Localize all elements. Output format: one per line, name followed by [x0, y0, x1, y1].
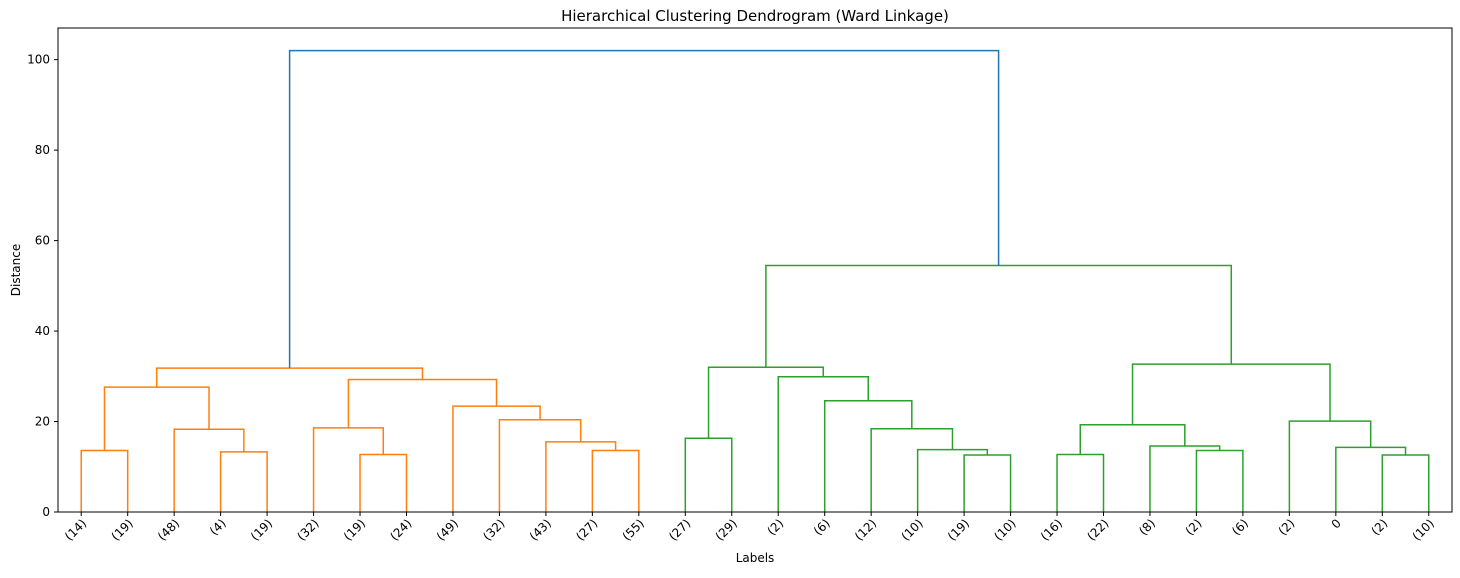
dendrogram-link	[155, 367, 424, 388]
y-tick-label: 0	[42, 505, 50, 519]
dendrogram-link	[288, 49, 1000, 369]
y-axis: 0 20 40 60 80 100	[27, 53, 58, 519]
dendrogram-link	[1335, 446, 1407, 512]
dendrogram-link	[219, 451, 268, 512]
dendrogram-link	[80, 449, 129, 512]
dendrogram-link	[173, 428, 245, 512]
y-tick-label: 100	[27, 53, 50, 67]
x-tick-label: (19)	[341, 516, 368, 543]
x-tick-label: (48)	[155, 516, 182, 543]
x-tick-label: (2)	[764, 516, 786, 538]
dendrogram-link	[963, 454, 1012, 512]
x-tick-label: (19)	[945, 516, 972, 543]
x-tick-label: (10)	[1410, 516, 1437, 543]
x-tick-label: (22)	[1084, 516, 1111, 543]
x-tick-label: (2)	[1183, 516, 1205, 538]
x-tick-label: (2)	[1369, 516, 1391, 538]
x-tick-label: (19)	[248, 516, 275, 543]
dendrogram-link	[545, 441, 617, 512]
x-tick-label: (10)	[991, 516, 1018, 543]
y-axis-label: Distance	[9, 244, 23, 296]
x-tick-label: (55)	[620, 516, 647, 543]
x-tick-label: (14)	[62, 516, 89, 543]
dendrogram-link	[1079, 423, 1186, 455]
x-tick-label: (16)	[1038, 516, 1065, 543]
dendrogram-link	[684, 437, 733, 512]
dendrogram-link	[591, 449, 640, 512]
dendrogram-link	[1381, 454, 1430, 512]
x-tick-label: 0	[1329, 516, 1344, 531]
x-tick-label: (4)	[207, 516, 229, 538]
y-tick-label: 20	[35, 415, 50, 429]
dendrogram-link	[1131, 363, 1331, 425]
dendrogram-link	[452, 405, 541, 512]
x-tick-label: (10)	[898, 516, 925, 543]
x-axis: (14) (19) (48) (4) (19) (32) (19) (24) (49) (32) (…	[62, 512, 1437, 544]
x-tick-label: (32)	[480, 516, 507, 543]
x-tick-label: (6)	[811, 516, 833, 538]
chart-title: Hierarchical Clustering Dendrogram (Ward…	[561, 7, 949, 25]
x-tick-label: (27)	[666, 516, 693, 543]
dendrogram-link	[1149, 445, 1221, 512]
x-tick-label: (24)	[387, 516, 414, 543]
x-tick-label: (19)	[108, 516, 135, 543]
dendrogram-link	[359, 453, 408, 512]
plot-frame	[57, 27, 1453, 513]
y-tick-label: 60	[35, 234, 50, 248]
x-tick-label: (2)	[1276, 516, 1298, 538]
dendrogram-link	[498, 418, 582, 512]
dendrogram-link	[870, 428, 954, 512]
dendrogram-link	[347, 378, 498, 428]
x-tick-label: (32)	[294, 516, 321, 543]
x-tick-label: (49)	[434, 516, 461, 543]
dendrogram-link	[777, 376, 870, 512]
x-tick-label: (29)	[713, 516, 740, 543]
x-axis-label: Labels	[736, 551, 775, 565]
dendrogram-links	[80, 49, 1430, 512]
dendrogram-link	[312, 427, 385, 512]
x-tick-label: (12)	[852, 516, 879, 543]
dendrogram-link	[103, 386, 210, 451]
y-tick-label: 80	[35, 143, 50, 157]
dendrogram-link	[823, 399, 913, 512]
dendrogram-link	[765, 264, 1233, 368]
x-tick-label: (43)	[527, 516, 554, 543]
x-tick-label: (27)	[573, 516, 600, 543]
y-tick-label: 40	[35, 324, 50, 338]
x-tick-label: (8)	[1136, 516, 1158, 538]
dendrogram-link	[707, 366, 824, 439]
x-tick-label: (6)	[1229, 516, 1251, 538]
dendrogram-link	[916, 448, 989, 512]
dendrogram-link	[1288, 420, 1372, 512]
dendrogram-link	[1195, 449, 1244, 512]
dendrogram-link	[1056, 453, 1105, 512]
